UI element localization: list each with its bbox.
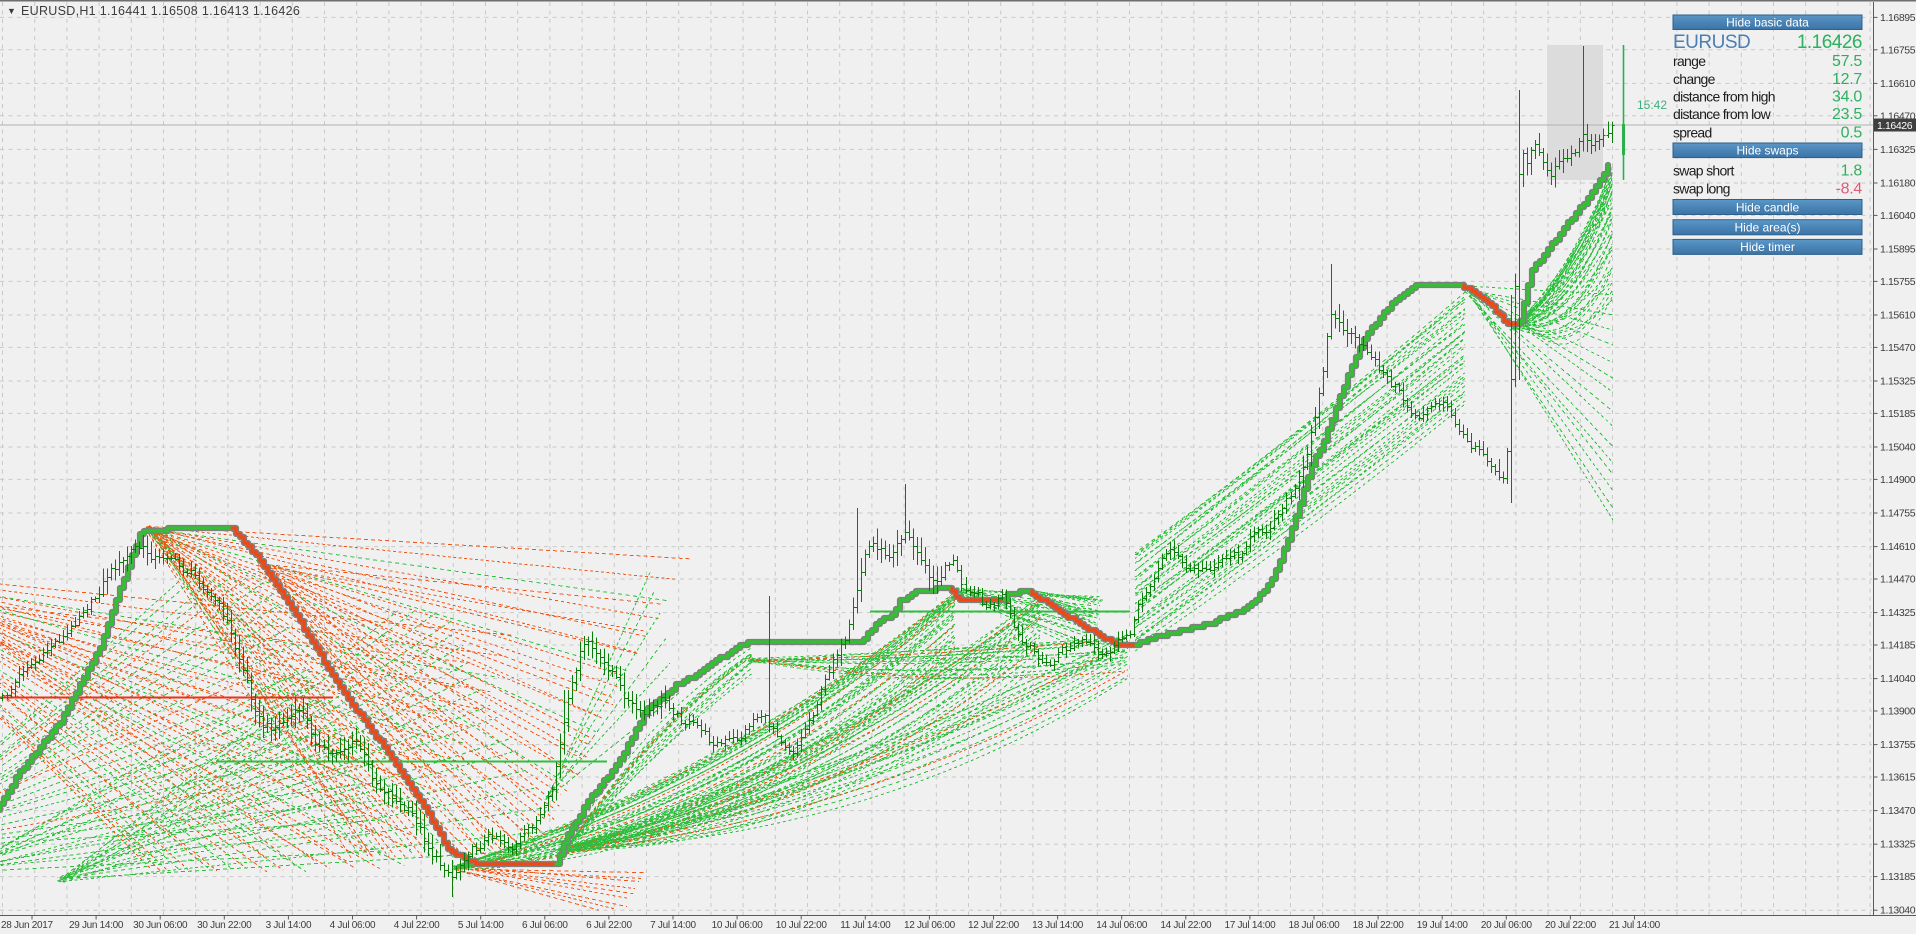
svg-text:20 Jul 06:00: 20 Jul 06:00 xyxy=(1481,920,1533,931)
svg-text:change: change xyxy=(1673,71,1716,87)
svg-text:1.14040: 1.14040 xyxy=(1880,673,1916,685)
svg-text:23.5: 23.5 xyxy=(1832,106,1862,123)
svg-text:14 Jul 22:00: 14 Jul 22:00 xyxy=(1160,920,1212,931)
svg-text:34.0: 34.0 xyxy=(1832,89,1862,106)
svg-text:10 Jul 06:00: 10 Jul 06:00 xyxy=(712,920,764,931)
svg-text:1.13325: 1.13325 xyxy=(1880,839,1916,851)
svg-text:1.14470: 1.14470 xyxy=(1880,574,1916,586)
svg-text:Hide swaps: Hide swaps xyxy=(1736,143,1798,157)
svg-text:1.13900: 1.13900 xyxy=(1880,706,1916,718)
svg-text:18 Jul 22:00: 18 Jul 22:00 xyxy=(1353,920,1405,931)
svg-text:1.15325: 1.15325 xyxy=(1880,376,1916,388)
svg-text:15:42: 15:42 xyxy=(1637,98,1667,112)
svg-text:EURUSD,H1 1.16441 1.16508 1.1: EURUSD,H1 1.16441 1.16508 1.16413 1.1642… xyxy=(21,4,300,18)
svg-text:0.5: 0.5 xyxy=(1841,125,1863,142)
svg-text:30 Jun 22:00: 30 Jun 22:00 xyxy=(197,920,252,931)
svg-text:Hide area(s): Hide area(s) xyxy=(1734,221,1800,235)
svg-text:1.15895: 1.15895 xyxy=(1880,244,1916,256)
svg-text:▼: ▼ xyxy=(7,6,16,16)
svg-text:5 Jul 14:00: 5 Jul 14:00 xyxy=(458,920,504,931)
svg-text:distance from high: distance from high xyxy=(1673,89,1775,105)
svg-text:20 Jul 22:00: 20 Jul 22:00 xyxy=(1545,920,1597,931)
svg-text:1.16426: 1.16426 xyxy=(1797,32,1862,53)
svg-text:1.13185: 1.13185 xyxy=(1880,871,1916,883)
svg-text:4 Jul 22:00: 4 Jul 22:00 xyxy=(394,920,440,931)
svg-text:12 Jul 06:00: 12 Jul 06:00 xyxy=(904,920,956,931)
svg-text:1.16610: 1.16610 xyxy=(1880,78,1916,90)
svg-text:1.16895: 1.16895 xyxy=(1880,12,1916,24)
svg-text:EURUSD: EURUSD xyxy=(1673,32,1750,53)
svg-text:spread: spread xyxy=(1673,125,1712,141)
svg-text:19 Jul 14:00: 19 Jul 14:00 xyxy=(1417,920,1469,931)
svg-text:1.16755: 1.16755 xyxy=(1880,44,1916,56)
svg-text:1.16040: 1.16040 xyxy=(1880,210,1916,222)
svg-text:1.14610: 1.14610 xyxy=(1880,541,1916,553)
svg-text:14 Jul 06:00: 14 Jul 06:00 xyxy=(1096,920,1148,931)
svg-text:21 Jul 14:00: 21 Jul 14:00 xyxy=(1609,920,1661,931)
svg-text:1.16325: 1.16325 xyxy=(1880,144,1916,156)
svg-text:28 Jun 2017: 28 Jun 2017 xyxy=(1,920,53,931)
svg-text:1.15610: 1.15610 xyxy=(1880,310,1916,322)
svg-text:distance from low: distance from low xyxy=(1673,106,1772,122)
svg-text:12.7: 12.7 xyxy=(1832,71,1862,88)
svg-text:-8.4: -8.4 xyxy=(1836,181,1863,198)
svg-text:Hide basic data: Hide basic data xyxy=(1726,15,1809,29)
svg-text:1.13040: 1.13040 xyxy=(1880,905,1916,917)
svg-text:swap long: swap long xyxy=(1673,181,1730,197)
svg-text:4 Jul 06:00: 4 Jul 06:00 xyxy=(330,920,376,931)
svg-text:29 Jun 14:00: 29 Jun 14:00 xyxy=(69,920,124,931)
svg-text:1.15470: 1.15470 xyxy=(1880,342,1916,354)
svg-text:swap short: swap short xyxy=(1673,163,1735,179)
svg-text:3 Jul 14:00: 3 Jul 14:00 xyxy=(266,920,312,931)
svg-text:18 Jul 06:00: 18 Jul 06:00 xyxy=(1289,920,1341,931)
svg-text:1.15040: 1.15040 xyxy=(1880,442,1916,454)
svg-text:12 Jul 22:00: 12 Jul 22:00 xyxy=(968,920,1020,931)
svg-text:1.16180: 1.16180 xyxy=(1880,178,1916,190)
svg-text:range: range xyxy=(1673,53,1706,69)
svg-text:1.15755: 1.15755 xyxy=(1880,276,1916,288)
svg-text:10 Jul 22:00: 10 Jul 22:00 xyxy=(776,920,828,931)
svg-text:7 Jul 14:00: 7 Jul 14:00 xyxy=(650,920,696,931)
svg-text:30 Jun 06:00: 30 Jun 06:00 xyxy=(133,920,188,931)
svg-text:1.14325: 1.14325 xyxy=(1880,607,1916,619)
svg-text:1.14185: 1.14185 xyxy=(1880,640,1916,652)
svg-text:1.14755: 1.14755 xyxy=(1880,508,1916,520)
svg-text:1.13755: 1.13755 xyxy=(1880,739,1916,751)
svg-text:6 Jul 06:00: 6 Jul 06:00 xyxy=(522,920,568,931)
svg-text:1.16426: 1.16426 xyxy=(1877,120,1913,132)
svg-text:Hide candle: Hide candle xyxy=(1736,200,1800,214)
svg-text:13 Jul 14:00: 13 Jul 14:00 xyxy=(1032,920,1084,931)
svg-text:1.8: 1.8 xyxy=(1841,163,1863,180)
svg-text:6 Jul 22:00: 6 Jul 22:00 xyxy=(586,920,632,931)
svg-text:1.15185: 1.15185 xyxy=(1880,408,1916,420)
svg-text:1.14900: 1.14900 xyxy=(1880,474,1916,486)
svg-text:57.5: 57.5 xyxy=(1832,53,1862,70)
svg-text:1.13470: 1.13470 xyxy=(1880,805,1916,817)
svg-text:Hide timer: Hide timer xyxy=(1740,240,1795,254)
svg-text:17 Jul 14:00: 17 Jul 14:00 xyxy=(1224,920,1276,931)
svg-text:11 Jul 14:00: 11 Jul 14:00 xyxy=(840,920,891,931)
svg-text:1.13615: 1.13615 xyxy=(1880,772,1916,784)
